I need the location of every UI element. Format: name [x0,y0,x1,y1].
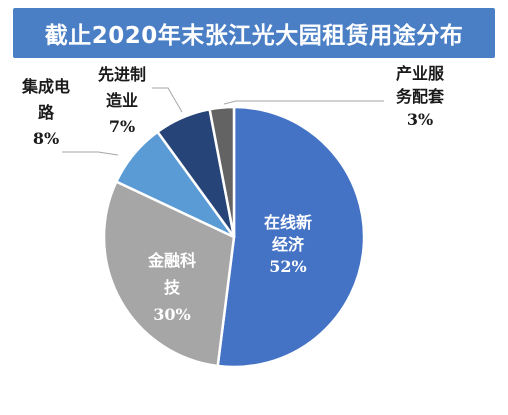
title-bar: 截止2020年末张江光大园租赁用途分布 [13,8,495,58]
leader-line-3 [62,151,119,156]
slice-label-3: 集成电路 8% [21,77,70,148]
chart-title: 截止2020年末张江光大园租赁用途分布 [44,23,464,49]
pie-slice-5 [208,105,236,239]
pie-slice-2 [102,180,236,368]
leader-line-5 [223,100,384,105]
slice-label-5: 产业服务配套 3% [396,64,445,129]
slice-label-4: 先进制造业 7% [98,65,146,136]
pie-slice-1 [216,105,366,369]
slice-label-1: 在线新经济 52% [264,213,312,276]
leader-line-4 [152,87,183,113]
slice-label-2: 金融科技 30% [147,251,196,324]
